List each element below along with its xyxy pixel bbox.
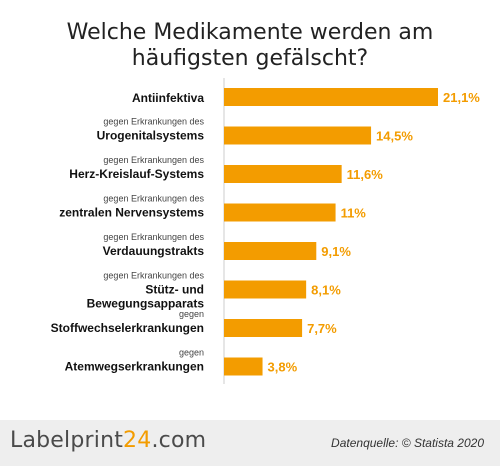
category-label: Atemwegserkrankungen (65, 360, 204, 374)
category-label: Stoffwechselerkrankungen (51, 321, 204, 335)
data-label: 11% (341, 206, 367, 221)
category-prefix: gegen Erkrankungen des (103, 232, 204, 242)
footer: Labelprint24.com Datenquelle: © Statista… (0, 420, 500, 466)
category-label: Verdauungstrakts (103, 244, 205, 258)
bar (224, 357, 263, 376)
bar (224, 88, 438, 106)
category-prefix: gegen (179, 309, 204, 319)
bar (224, 280, 307, 299)
data-label: 7,7% (307, 321, 337, 336)
logo-suffix: .com (151, 428, 207, 453)
bar (224, 319, 303, 337)
data-label: 9,1% (321, 244, 351, 259)
category-label: Herz-Kreislauf-Systems (69, 167, 204, 181)
category-prefix: gegen Erkrankungen des (103, 155, 204, 165)
category-label: zentralen Nervensystems (59, 206, 204, 220)
category-prefix: gegen Erkrankungen des (103, 194, 204, 204)
category-label: Urogenitalsystems (97, 129, 205, 143)
category-prefix: gegen Erkrankungen des (103, 271, 204, 281)
bar (224, 203, 336, 222)
bar (224, 126, 372, 145)
data-label: 14,5% (376, 129, 413, 144)
category-prefix: gegen Erkrankungen des (103, 117, 204, 127)
logo-accent: 24 (123, 428, 152, 453)
bar-chart: 21,1% Antiinfektiva 14,5% gegen Erkrankunge… (51, 78, 480, 384)
brand-logo[interactable]: Labelprint24.com (10, 428, 206, 453)
category-label: Bewegungsapparats (87, 297, 205, 311)
chart-card: Welche Medikamente werden am häufigsten … (50, 20, 481, 384)
category-label: Stütz- und (145, 283, 204, 297)
category-prefix: gegen (179, 348, 204, 358)
data-label: 3,8% (268, 360, 298, 375)
bar (224, 242, 317, 260)
logo-text: Labelprint (10, 428, 124, 453)
data-source: Datenquelle: © Statista 2020 (331, 436, 484, 450)
data-label: 8,1% (311, 283, 341, 298)
chart-title: Welche Medikamente werden am häufigsten … (66, 20, 434, 71)
category-label: Antiinfektiva (132, 91, 204, 105)
data-label: 21,1% (443, 90, 480, 105)
data-label: 11,6% (347, 167, 384, 182)
bar (224, 165, 342, 183)
